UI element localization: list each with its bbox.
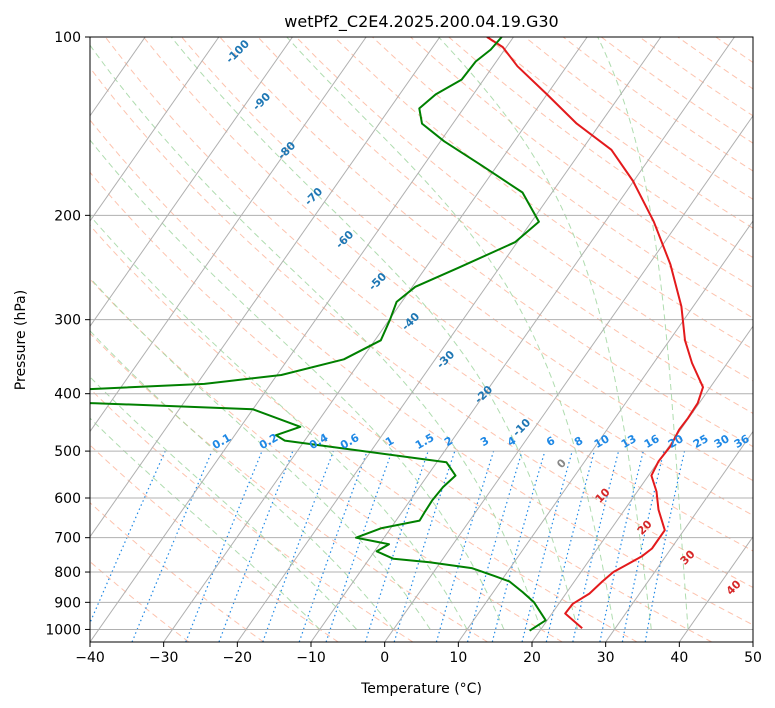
x-tick-label: 10 bbox=[449, 650, 467, 666]
isotherm-line bbox=[384, 114, 753, 642]
y-tick-label: 900 bbox=[54, 595, 81, 611]
temperature-profile-line bbox=[486, 37, 704, 629]
x-tick-label: −10 bbox=[296, 650, 326, 666]
dry-adiabat bbox=[104, 37, 753, 552]
dry-adiabat bbox=[90, 67, 753, 588]
axis-ticks: −40 −30 −20 −10 0 10 20 30 40 50 100 200 300 400 500 60… bbox=[45, 30, 762, 666]
mixing-ratio-line bbox=[185, 450, 263, 642]
moist-adiabat bbox=[90, 330, 394, 630]
moist-adiabat bbox=[90, 214, 468, 630]
dry-adiabat bbox=[90, 224, 638, 642]
isotherm-line bbox=[90, 37, 293, 328]
y-tick-label: 800 bbox=[54, 565, 81, 581]
y-axis-title: Pressure (hPa) bbox=[13, 290, 29, 390]
moist-adiabat bbox=[90, 44, 542, 630]
mixing-ratio-line bbox=[364, 450, 429, 642]
moist-adiabat bbox=[286, 37, 615, 630]
y-tick-label: 500 bbox=[54, 444, 81, 460]
mixing-ratio-line bbox=[466, 450, 523, 642]
moist-adiabat bbox=[90, 417, 321, 630]
x-tick-label: 0 bbox=[380, 650, 389, 666]
isotherm-line bbox=[457, 220, 753, 642]
y-tick-label: 200 bbox=[54, 208, 81, 224]
isotherm-line bbox=[163, 37, 588, 642]
y-tick-label: 1000 bbox=[45, 622, 81, 638]
mixing-ratio-line bbox=[325, 450, 393, 642]
y-tick-label: 400 bbox=[54, 387, 81, 403]
y-tick-label: 300 bbox=[54, 313, 81, 329]
skewed-isotherms bbox=[90, 37, 753, 642]
dry-adiabat bbox=[90, 502, 264, 642]
mixing-ratio-line bbox=[644, 450, 686, 642]
x-tick-label: 30 bbox=[597, 650, 615, 666]
background-lines bbox=[90, 37, 753, 642]
isotherm-line bbox=[605, 430, 753, 642]
y-tick-label: 100 bbox=[54, 30, 81, 46]
dry-adiabat bbox=[90, 444, 339, 642]
sounding-profiles bbox=[90, 37, 704, 632]
moist-adiabat bbox=[170, 37, 579, 630]
y-tick-label: 700 bbox=[54, 531, 81, 547]
y-tick-label: 600 bbox=[54, 491, 81, 507]
isotherm-line bbox=[90, 37, 367, 433]
isotherm-line bbox=[90, 37, 441, 538]
x-tick-label: 20 bbox=[523, 650, 541, 666]
plot-frame bbox=[89, 36, 754, 643]
dry-adiabat bbox=[90, 171, 712, 642]
isotherm-line bbox=[236, 37, 662, 642]
dry-adiabat bbox=[410, 37, 753, 289]
dry-adiabat bbox=[219, 37, 753, 448]
isotherm-line bbox=[90, 37, 220, 222]
x-tick-label: 50 bbox=[744, 650, 762, 666]
isotherm-line bbox=[531, 325, 753, 642]
dry-adiabat bbox=[90, 119, 753, 626]
x-tick-label: −20 bbox=[223, 650, 253, 666]
moist-adiabat bbox=[90, 376, 357, 630]
pressure-grid bbox=[90, 37, 753, 630]
dry-adiabat bbox=[143, 37, 753, 516]
dry-adiabat bbox=[295, 37, 753, 382]
dewpoint-profile-line bbox=[90, 37, 547, 632]
mixing-ratio-line bbox=[393, 450, 456, 642]
isotherm-line bbox=[678, 535, 753, 642]
x-tick-label: 40 bbox=[670, 650, 688, 666]
x-axis-title: Temperature (°C) bbox=[360, 681, 482, 697]
dry-adiabat bbox=[90, 278, 563, 642]
mixing-ratio-line bbox=[435, 450, 495, 642]
isotherm-line bbox=[90, 37, 514, 642]
mixing-ratio-line bbox=[218, 450, 294, 642]
moist-adiabat bbox=[597, 37, 689, 630]
mixing-ratio-line bbox=[621, 450, 665, 642]
x-tick-label: −40 bbox=[75, 650, 105, 666]
dry-adiabat bbox=[90, 332, 488, 642]
dry-adiabat bbox=[257, 37, 753, 414]
moist-adiabat bbox=[90, 139, 505, 630]
moist-adiabat bbox=[438, 37, 652, 630]
moist-adiabat bbox=[90, 277, 431, 630]
x-tick-label: −30 bbox=[149, 650, 179, 666]
chart-title: wetPf2_C2E4.2025.200.04.19.G30 bbox=[284, 12, 558, 32]
isotherm-line bbox=[310, 37, 735, 642]
